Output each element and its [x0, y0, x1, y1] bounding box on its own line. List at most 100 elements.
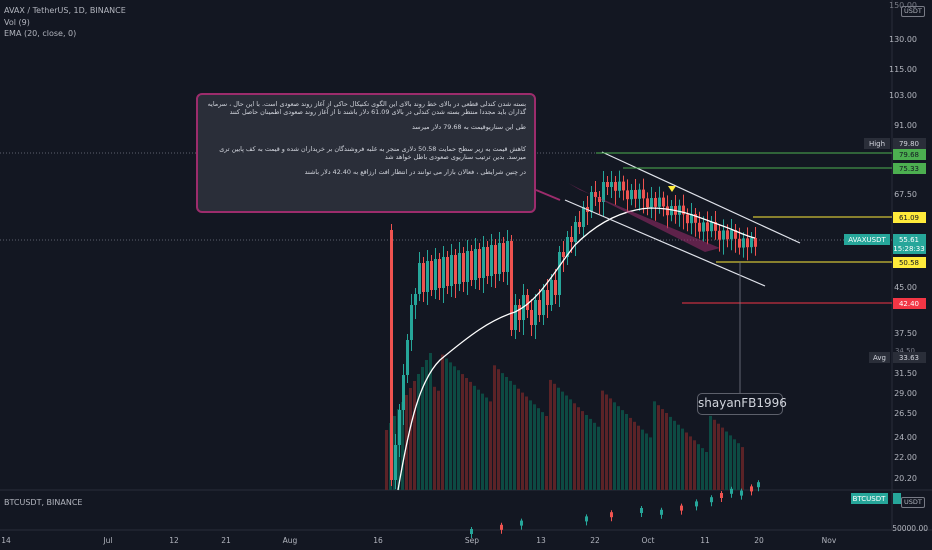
volume-bar: [453, 366, 456, 490]
time-tick: Aug: [283, 536, 298, 545]
volume-bar: [529, 400, 532, 490]
btc-currency-label[interactable]: USDT: [901, 497, 925, 508]
volume-bar: [701, 448, 704, 490]
time-tick: 11: [700, 536, 710, 545]
btc-value-tag: [893, 493, 901, 504]
candle: [506, 241, 509, 272]
btc-candle: [660, 509, 663, 515]
candle: [718, 230, 721, 240]
level-label: Avg 33.63: [869, 352, 926, 363]
level-value-tag: [893, 352, 926, 363]
volume-bar: [677, 424, 680, 490]
candle: [614, 182, 617, 191]
candle: [638, 189, 641, 199]
candle: [590, 192, 593, 212]
candle: [478, 249, 481, 278]
candle: [742, 238, 745, 248]
analysis-note[interactable]: بسته شدن کندلی قطعی در بالای خط روند بال…: [196, 93, 536, 213]
price-tick: 29.00: [894, 389, 917, 398]
volume-bar: [541, 412, 544, 490]
candle: [710, 222, 713, 232]
price-tick: 45.00: [894, 283, 917, 292]
symbol-title[interactable]: AVAX / TetherUS, 1D, BINANCE: [4, 6, 126, 15]
volume-bar: [717, 423, 720, 490]
candle: [574, 222, 577, 242]
volume-bar: [493, 365, 496, 490]
volume-bar: [653, 401, 656, 490]
price-tick: 130.00: [889, 35, 917, 44]
level-value-tag: [893, 257, 926, 268]
candle: [426, 261, 429, 292]
candle: [534, 300, 537, 325]
btc-candle: [470, 529, 473, 534]
candle: [518, 305, 521, 320]
candle: [450, 255, 453, 286]
volume-bar: [513, 384, 516, 490]
time-tick: 16: [373, 536, 383, 545]
price-tick: 37.50: [894, 329, 917, 338]
level-label: 75.33: [893, 163, 926, 174]
candle: [610, 182, 613, 187]
volume-bar: [489, 401, 492, 490]
price-tick: 91.00: [894, 121, 917, 130]
candle: [550, 280, 553, 305]
ema-indicator-label[interactable]: EMA (20, close, 0): [4, 29, 77, 38]
btc-candle: [740, 490, 743, 496]
level-label: 61.09: [893, 212, 926, 223]
candle: [410, 305, 413, 340]
currency-label[interactable]: USDT: [901, 6, 925, 17]
level-label-tag: [844, 234, 890, 245]
volume-indicator-label[interactable]: Vol (9): [4, 18, 30, 27]
candle: [502, 243, 505, 272]
author-badge[interactable]: shayanFB1996: [697, 393, 787, 415]
level-label: 79.68: [893, 149, 926, 160]
level-value: 55.61: [899, 236, 919, 244]
candle: [646, 198, 649, 208]
candle: [542, 290, 545, 315]
volume-bar: [561, 391, 564, 490]
candle: [494, 245, 497, 274]
level-value: 15:28:33: [893, 245, 924, 253]
time-tick: Nov: [822, 536, 837, 545]
candle: [402, 375, 405, 410]
candle: [474, 249, 477, 280]
note-paragraph-1: بسته شدن کندلی قطعی در بالای خط روند بال…: [207, 100, 526, 116]
volume-bar: [445, 358, 448, 490]
volume-bar: [521, 392, 524, 490]
candle: [706, 222, 709, 232]
note-paragraph-3: کاهش قیمت به زیر سطح حمایت 50.58 دلاری م…: [219, 145, 526, 161]
level-value: 79.80: [899, 140, 919, 148]
candle: [486, 247, 489, 276]
btc-candle: [500, 524, 503, 530]
volume-bar: [633, 421, 636, 490]
btc-candle: [585, 516, 588, 522]
candle: [466, 251, 469, 282]
volume-bar: [709, 415, 712, 490]
price-tick: 20.20: [894, 474, 917, 483]
candle: [606, 182, 609, 187]
volume-bar: [549, 379, 552, 490]
candle: [398, 410, 401, 445]
volume-bar: [449, 362, 452, 490]
price-tick: 31.50: [894, 369, 917, 378]
candle: [578, 222, 581, 227]
volume-bar: [457, 370, 460, 490]
btc-pane-title[interactable]: BTCUSDT, BINANCE: [4, 498, 83, 507]
time-tick: 12: [169, 536, 179, 545]
volume-bar: [473, 385, 476, 490]
candle: [510, 241, 513, 330]
candle: [462, 253, 465, 282]
candle: [562, 252, 565, 257]
volume-bar: [525, 396, 528, 490]
price-tick: 103.00: [889, 91, 917, 100]
btc-candle: [720, 493, 723, 498]
volume-bar: [557, 387, 560, 490]
candle: [446, 257, 449, 286]
volume-bar: [481, 393, 484, 490]
price-tick: 150.00: [889, 1, 917, 10]
level-value: 61.09: [899, 214, 919, 222]
level-value: 50.58: [899, 259, 919, 267]
volume-bar: [565, 395, 568, 490]
candle: [582, 207, 585, 227]
